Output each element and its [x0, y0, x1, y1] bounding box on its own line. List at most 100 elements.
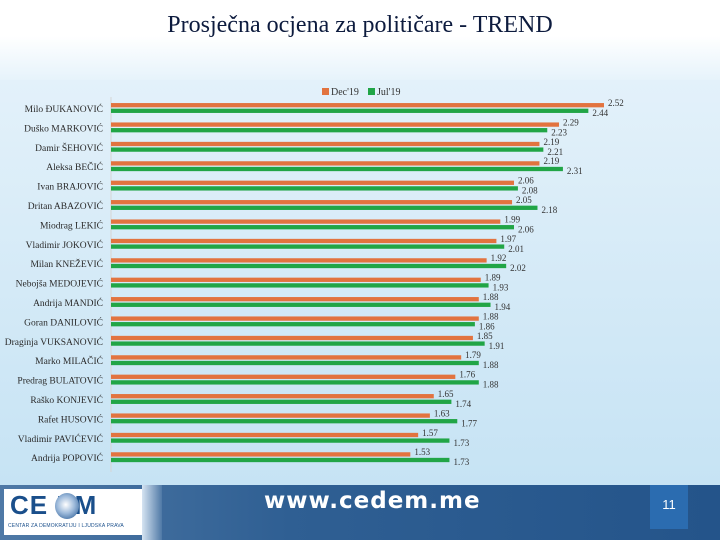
data-label-dec19: 1.85 [477, 331, 493, 341]
footer-divider [142, 485, 162, 540]
page-number-box: 11 [650, 485, 688, 529]
bar-dec19 [111, 238, 497, 244]
footer-bar: CE EM CENTAR ZA DEMOKRATIJU I LJUDSKA PR… [0, 485, 720, 540]
logo-text: CE EM [10, 490, 98, 520]
category-label: Draginja VUKSANOVIĆ [5, 336, 103, 348]
category-label: Andrija POPOVIĆ [31, 452, 103, 464]
data-label-jul19: 2.08 [522, 186, 538, 196]
bar-dec19 [111, 432, 419, 438]
chart-area: Dec'19 Jul'19 Milo ĐUKANOVIĆ 2.52 2.44 Duško … [0, 80, 720, 485]
website-link[interactable]: www.cedem.me [264, 488, 481, 514]
bar-dec19 [111, 394, 434, 399]
category-label: Miodrag LEKIĆ [40, 219, 103, 231]
bar-jul19 [111, 360, 479, 366]
data-label-jul19: 1.88 [483, 360, 499, 370]
data-label-dec19: 2.06 [518, 176, 534, 186]
data-label-jul19: 1.73 [453, 438, 469, 448]
data-label-jul19: 2.01 [508, 244, 524, 254]
bar-dec19 [111, 103, 604, 108]
bar-jul19 [111, 438, 450, 443]
logo-subtitle: CENTAR ZA DEMOKRATIJU I LJUDSKA PRAVA [8, 523, 124, 529]
category-label: Raško KONJEVIĆ [30, 394, 103, 406]
category-label: Vladimir JOKOVIĆ [26, 239, 103, 251]
category-label: Predrag BULATOVIĆ [17, 375, 103, 387]
legend-jul19-label: Jul'19 [377, 87, 400, 98]
data-label-jul19: 1.74 [455, 399, 471, 409]
title-bar: Prosječna ocjena za političare - TREND [0, 0, 720, 80]
bar-jul19 [111, 128, 548, 133]
bar-dec19 [111, 141, 540, 147]
legend-dec19-label: Dec'19 [331, 87, 359, 98]
bar-jul19 [111, 283, 489, 288]
bar-chart: Dec'19 Jul'19 Milo ĐUKANOVIĆ 2.522.44 Duško … [5, 87, 624, 472]
bar-jul19 [111, 244, 505, 249]
cedem-logo: CE EM CENTAR ZA DEMOKRATIJU I LJUDSKA PR… [4, 489, 142, 535]
bar-jul19 [111, 380, 479, 385]
bar-jul19 [111, 186, 518, 191]
logo-emblem-icon [55, 493, 79, 519]
data-label-jul19: 1.77 [461, 418, 477, 428]
legend-dec19-swatch [322, 88, 329, 95]
data-label-dec19: 1.65 [438, 389, 454, 399]
data-label-jul19: 2.31 [567, 166, 583, 176]
data-label-dec19: 1.57 [422, 428, 438, 438]
data-label-jul19: 1.91 [489, 341, 505, 351]
bar-jul19 [111, 419, 458, 424]
legend-jul19-swatch [368, 88, 375, 95]
data-label-dec19: 1.88 [483, 311, 499, 321]
category-label: Goran DANILOVIĆ [24, 316, 103, 328]
bar-dec19 [111, 335, 473, 341]
data-label-jul19: 2.44 [592, 108, 608, 118]
data-label-dec19: 1.89 [485, 273, 501, 283]
data-label-jul19: 1.73 [453, 457, 469, 467]
data-label-dec19: 2.52 [608, 98, 624, 108]
bar-jul19 [111, 205, 538, 210]
data-label-jul19: 1.86 [479, 321, 495, 331]
bar-dec19 [111, 297, 479, 302]
data-label-dec19: 2.29 [563, 117, 579, 127]
bar-dec19 [111, 374, 456, 379]
bar-dec19 [111, 452, 411, 457]
bar-dec19 [111, 316, 479, 321]
bar-dec19 [111, 161, 540, 166]
bar-dec19 [111, 122, 560, 127]
data-label-jul19: 1.93 [493, 283, 509, 293]
bar-dec19 [111, 180, 515, 185]
data-label-dec19: 1.53 [414, 447, 430, 457]
data-label-dec19: 1.99 [504, 214, 520, 224]
category-label: Vladimir PAVIĆEVIĆ [18, 433, 103, 445]
category-label: Nebojša MEDOJEVIĆ [16, 278, 103, 290]
bar-jul19 [111, 341, 485, 346]
data-label-dec19: 2.19 [543, 137, 559, 147]
data-label-dec19: 1.79 [465, 350, 481, 360]
bar-jul19 [111, 302, 491, 307]
category-label: Milan KNEŽEVIĆ [30, 258, 103, 270]
data-label-dec19: 1.97 [500, 234, 516, 244]
category-label: Rafet HUSOVIĆ [38, 413, 103, 425]
bar-dec19 [111, 413, 430, 418]
data-label-jul19: 2.23 [551, 127, 567, 137]
page-number: 11 [662, 497, 676, 512]
data-label-jul19: 2.06 [518, 224, 534, 234]
category-label: Ivan BRAJOVIĆ [37, 181, 103, 193]
data-label-dec19: 1.63 [434, 408, 450, 418]
bar-dec19 [111, 200, 513, 205]
category-label: Damir ŠEHOVIĆ [35, 142, 103, 154]
bar-jul19 [111, 108, 589, 113]
category-label: Duško MARKOVIĆ [24, 122, 103, 134]
bar-jul19 [111, 147, 544, 152]
data-label-dec19: 1.92 [491, 253, 507, 263]
data-label-dec19: 1.76 [459, 370, 475, 380]
data-label-jul19: 1.88 [483, 380, 499, 390]
data-label-jul19: 2.21 [547, 147, 563, 157]
category-label: Milo ĐUKANOVIĆ [25, 103, 103, 115]
data-label-dec19: 2.05 [516, 195, 532, 205]
slide-title: Prosječna ocjena za političare - TREND [167, 12, 553, 38]
category-label: Marko MILAČIĆ [35, 355, 103, 367]
bar-dec19 [111, 355, 462, 360]
bar-jul19 [111, 399, 452, 404]
bar-dec19 [111, 219, 501, 224]
data-label-dec19: 1.88 [483, 292, 499, 302]
data-label-jul19: 2.18 [541, 205, 557, 215]
bar-dec19 [111, 258, 487, 263]
